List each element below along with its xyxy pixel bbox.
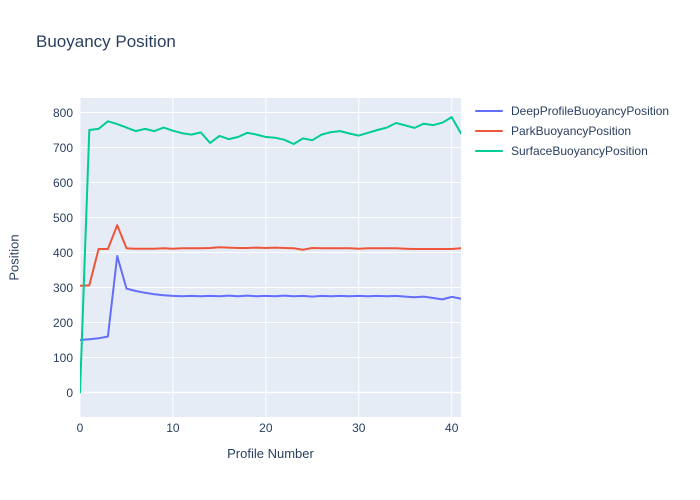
y-tick-label: 700: [52, 140, 73, 155]
x-axis-title: Profile Number: [227, 446, 314, 461]
series-line-ParkBuoyancyPosition[interactable]: [80, 224, 461, 287]
chart-title: Buoyancy Position: [36, 32, 176, 51]
x-tick-label: 10: [166, 421, 180, 435]
series-line-DeepProfileBuoyancyPosition[interactable]: [80, 255, 461, 341]
legend: DeepProfileBuoyancyPosition ParkBuoyancyP…: [475, 104, 669, 158]
plot-area[interactable]: [80, 98, 461, 417]
y-axis-title: Position: [6, 234, 22, 281]
y-tick-label: 200: [52, 315, 73, 330]
y-tick-label: 400: [52, 245, 73, 260]
legend-line-swatch: [475, 110, 503, 112]
x-tick-label: 40: [445, 421, 459, 435]
x-tick-label: 0: [76, 421, 84, 435]
legend-item-DeepProfileBuoyancyPosition[interactable]: DeepProfileBuoyancyPosition: [475, 104, 669, 118]
series-line-SurfaceBuoyancyPosition[interactable]: [80, 116, 461, 394]
legend-label: ParkBuoyancyPosition: [511, 124, 632, 138]
legend-item-ParkBuoyancyPosition[interactable]: ParkBuoyancyPosition: [475, 124, 669, 138]
y-tick-label: 600: [52, 175, 73, 190]
x-tick-label: 20: [259, 421, 273, 435]
legend-label: SurfaceBuoyancyPosition: [511, 144, 648, 158]
y-tick-label: 100: [52, 350, 73, 365]
x-tick-label: 30: [352, 421, 366, 435]
legend-line-swatch: [475, 130, 503, 132]
plot-canvas[interactable]: [80, 98, 461, 417]
legend-label: DeepProfileBuoyancyPosition: [511, 104, 670, 118]
y-tick-label: 300: [52, 280, 73, 295]
y-tick-label: 0: [66, 385, 73, 400]
y-tick-label: 500: [52, 210, 73, 225]
y-tick-label: 800: [52, 105, 73, 120]
legend-line-swatch: [475, 150, 503, 152]
legend-item-SurfaceBuoyancyPosition[interactable]: SurfaceBuoyancyPosition: [475, 144, 669, 158]
